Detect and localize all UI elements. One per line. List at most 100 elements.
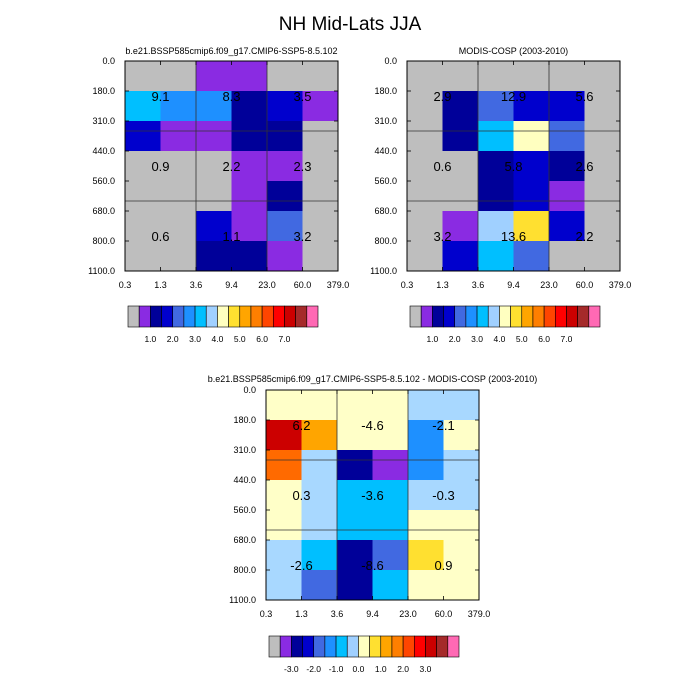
x-tick-label: 379.0 [609,280,632,290]
y-tick-label: 180.0 [92,86,115,96]
colorbar-swatch [161,305,174,328]
colorbar-swatch [261,305,274,328]
heatmap-cell [231,151,268,182]
heatmap-cell [301,450,338,481]
summary-grid [407,61,620,271]
summary-value: 9.1 [151,89,169,104]
y-tick-label: 560.0 [374,176,397,186]
heatmap-cell [584,61,621,92]
heatmap-cell [125,61,161,92]
heatmap-cell [584,211,621,242]
x-tick-label: 3.6 [472,280,485,290]
heatmap-cell [125,91,161,122]
heatmap-cell [549,91,585,122]
heatmap-cell [266,570,302,601]
heatmap-cell [407,151,443,182]
colorbar-label: 3.0 [471,334,483,344]
colorbar-swatch [465,305,478,328]
heatmap-cell [442,121,479,152]
x-tick-label: 3.6 [331,609,344,619]
summary-value: 2.6 [575,159,593,174]
y-tick-label: 800.0 [233,565,256,575]
colorbar-swatch [228,305,241,328]
y-tick-label: 0.0 [243,385,256,395]
heatmap-cell [372,420,409,451]
heatmap-cell [443,420,480,451]
y-tick-label: 560.0 [92,176,115,186]
colorbar-swatch [409,305,422,328]
heatmap-cell [125,241,161,272]
heatmap-cell [266,510,302,541]
summary-grid [125,61,338,271]
heatmap-cell [442,211,479,242]
heatmap-cell [160,91,197,122]
y-tick-label: 800.0 [92,236,115,246]
heatmap-cell [513,121,550,152]
summary-value: 2.2 [222,159,240,174]
heatmap-cell [372,540,409,571]
y-tick-label: 180.0 [374,86,397,96]
heatmap-cell [549,61,585,92]
heatmap-cell [443,480,480,511]
colorbar-label: -1.0 [329,664,344,674]
summary-value: 3.2 [293,229,311,244]
heatmap-cell [478,181,514,212]
heatmap-cell [513,211,550,242]
heatmap-cell [302,181,339,212]
panel-title: b.e21.BSSP585cmip6.f09_g17.CMIP6-SSP5-8.… [125,46,337,56]
heatmap-cell [302,61,339,92]
colorbar-swatch [250,305,263,328]
summary-value: 12.9 [501,89,526,104]
x-tick-label: 60.0 [294,280,312,290]
colorbar-label: 2.0 [449,334,461,344]
colorbar-label: 5.0 [234,334,246,344]
colorbar-label: 3.0 [420,664,432,674]
colorbar-swatch [454,305,467,328]
colorbar-abs: 1.0 2.0 3.0 4.0 5.0 6.0 7.0 [127,305,319,344]
x-tick-label: 60.0 [576,280,594,290]
heatmap-cell [160,121,197,152]
y-tick-label: 800.0 [374,236,397,246]
x-tick-label: 1.3 [295,609,308,619]
colorbar-swatch [443,305,456,328]
x-tick-label: 1.3 [154,280,167,290]
y-tick-label: 310.0 [374,116,397,126]
heatmap-cell [302,151,339,182]
heatmap-cell [442,91,479,122]
colorbar-label: -3.0 [284,664,299,674]
x-tick-label: 23.0 [540,280,558,290]
colorbar-swatch [313,635,326,658]
heatmap-cell [231,121,268,152]
colorbar-swatch [284,305,296,328]
colorbar-swatch [432,305,444,328]
heatmap-cell [196,181,232,212]
colorbar-label: 5.0 [516,334,528,344]
heatmap-cell [513,91,550,122]
heatmap-cell [337,540,373,571]
colorbar-swatch [272,305,285,328]
heatmap-cell [267,91,303,122]
heatmap-cell [408,420,444,451]
heatmap-cell [337,510,373,541]
summary-value: -2.6 [290,558,312,573]
colorbar-swatch [217,305,229,328]
colorbar-swatch [268,635,281,658]
heatmap-cell [301,390,338,421]
heatmap-cell [231,91,268,122]
heatmap-cell [231,241,268,272]
x-tick-label: 23.0 [399,609,417,619]
heatmap-cell [442,241,479,272]
summary-value: 8.3 [222,89,240,104]
heatmap-cell [160,151,197,182]
heatmap-cell [372,510,409,541]
colorbar-label: 4.0 [493,334,505,344]
summary-value: 0.3 [292,488,310,503]
heatmap-cell [372,480,409,511]
colorbar-swatch [588,305,601,328]
y-tick-label: 1100.0 [88,266,115,276]
x-tick-label: 0.3 [260,609,273,619]
colorbar-swatch [358,635,370,658]
heatmap-cell [513,181,550,212]
heatmap-cell [443,540,480,571]
colorbar-swatch [194,305,207,328]
